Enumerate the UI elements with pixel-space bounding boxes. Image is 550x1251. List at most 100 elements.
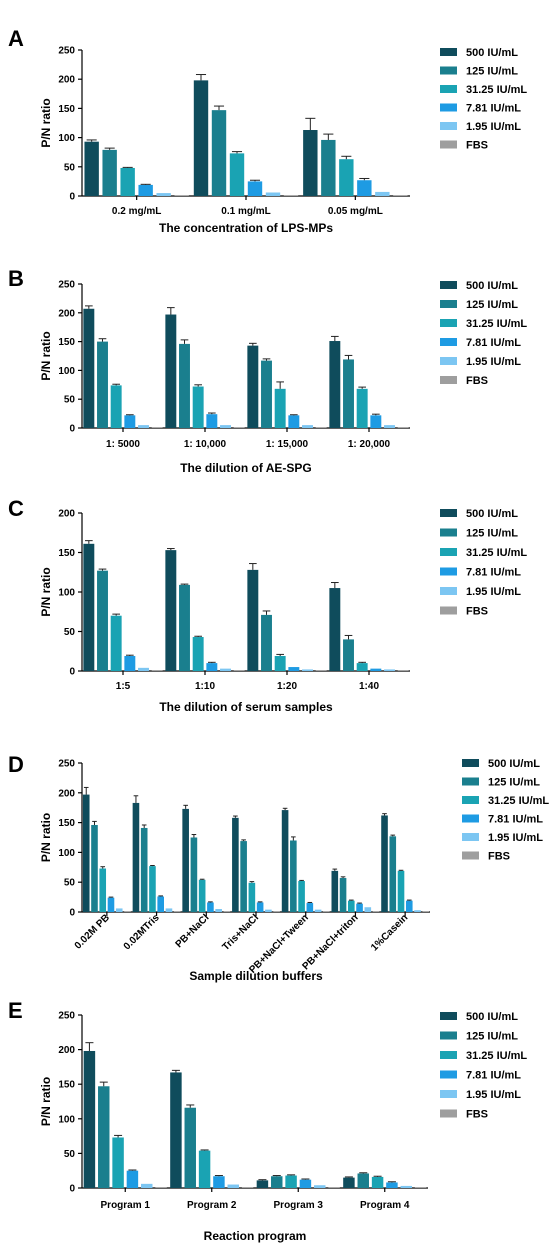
bar	[283, 195, 299, 196]
bar	[397, 870, 405, 912]
bar	[321, 139, 336, 196]
x-tick-label: 0.02MTris	[122, 912, 162, 952]
legend-label: FBS	[466, 606, 488, 618]
legend-label: 31.25 IU/mL	[466, 1050, 527, 1062]
y-tick-label: 50	[64, 878, 76, 889]
bar	[339, 878, 347, 912]
bar	[273, 911, 280, 912]
panel-letter: A	[8, 26, 24, 51]
y-tick-label: 200	[58, 509, 75, 520]
panel-letter: C	[8, 496, 24, 521]
x-tick-label: Program 1	[101, 1200, 151, 1211]
legend-label: FBS	[466, 140, 488, 152]
x-tick-label: Tris+NaCl	[221, 912, 262, 953]
panel-letter: E	[8, 998, 23, 1023]
x-tick-label: 1: 5000	[106, 439, 140, 450]
bar	[339, 159, 354, 196]
bar	[184, 1107, 196, 1188]
legend-label: FBS	[466, 1109, 488, 1121]
bar	[247, 345, 259, 428]
bar	[213, 1176, 225, 1188]
legend-label: 7.81 IU/mL	[466, 103, 521, 115]
legend-label: 31.25 IU/mL	[488, 795, 549, 807]
bar	[124, 911, 131, 912]
bar	[112, 1137, 124, 1188]
bar	[298, 881, 305, 912]
bar	[299, 1179, 312, 1188]
y-tick-label: 200	[58, 1045, 75, 1056]
bar	[98, 1086, 110, 1188]
x-axis-title: The dilution of AE-SPG	[180, 461, 312, 475]
y-tick-label: 150	[58, 337, 75, 348]
x-axis-title: The dilution of serum samples	[159, 700, 333, 714]
legend-swatch	[440, 1012, 457, 1020]
legend-swatch	[440, 1070, 457, 1079]
bar	[220, 668, 231, 671]
legend-swatch	[440, 140, 457, 149]
bar	[97, 341, 108, 428]
bar	[329, 588, 341, 671]
x-tick-label: 1: 10,000	[184, 439, 227, 450]
bar	[220, 425, 231, 428]
y-tick-label: 100	[58, 133, 75, 144]
bar	[107, 897, 115, 912]
panel-letter: B	[8, 266, 24, 291]
y-tick-label: 150	[58, 548, 75, 559]
bar	[256, 1180, 269, 1188]
bar	[314, 909, 322, 912]
legend-swatch	[440, 1031, 457, 1040]
bar	[274, 655, 286, 671]
x-tick-label: Program 3	[274, 1200, 324, 1211]
bar	[281, 810, 289, 912]
bar	[141, 1183, 153, 1188]
bar	[83, 1050, 96, 1188]
bar	[192, 637, 204, 671]
bar	[372, 911, 380, 912]
bar	[102, 149, 117, 196]
x-tick-label: 1:5	[116, 681, 131, 692]
bar	[405, 900, 413, 912]
bar	[256, 902, 264, 912]
bar	[198, 879, 206, 912]
legend-label: 31.25 IU/mL	[466, 547, 527, 559]
bar	[233, 670, 245, 671]
legend-swatch	[440, 357, 457, 365]
x-tick-label: Program 4	[360, 1200, 410, 1211]
legend-label: 31.25 IU/mL	[466, 84, 527, 96]
x-tick-label: Program 2	[187, 1200, 237, 1211]
panel-letter: D	[8, 752, 24, 777]
bar	[329, 341, 341, 428]
x-axis-title: Reaction program	[204, 1229, 307, 1243]
y-tick-label: 250	[58, 280, 75, 291]
bar	[193, 80, 209, 196]
bar	[414, 910, 421, 912]
legend-label: 125 IU/mL	[466, 1031, 518, 1043]
x-tick-label: 1:10	[195, 681, 215, 692]
bar	[174, 195, 189, 196]
bar	[110, 615, 122, 671]
legend-swatch	[462, 777, 479, 786]
bar	[271, 1176, 283, 1188]
bar	[170, 1072, 182, 1188]
panel-e: E 0 50 100 150 200 250 P/N ratio Program 1 Progra…	[0, 995, 550, 1251]
legend-swatch	[440, 1109, 457, 1118]
legend-swatch	[462, 814, 479, 823]
bar	[357, 180, 372, 196]
bar	[370, 668, 382, 671]
bar	[364, 907, 372, 912]
bar	[82, 794, 90, 912]
y-axis-title: P/N ratio	[39, 331, 53, 380]
bar	[155, 1187, 167, 1188]
legend-label: 500 IU/mL	[466, 1011, 518, 1023]
bar	[138, 667, 149, 671]
y-tick-label: 150	[58, 818, 75, 829]
legend-label: FBS	[488, 851, 510, 863]
legend-label: 31.25 IU/mL	[466, 318, 527, 330]
bar	[232, 817, 239, 912]
legend-swatch	[440, 606, 457, 615]
y-tick-label: 50	[64, 395, 76, 406]
bar	[192, 386, 204, 428]
y-tick-label: 50	[64, 627, 76, 638]
bar	[173, 911, 181, 912]
